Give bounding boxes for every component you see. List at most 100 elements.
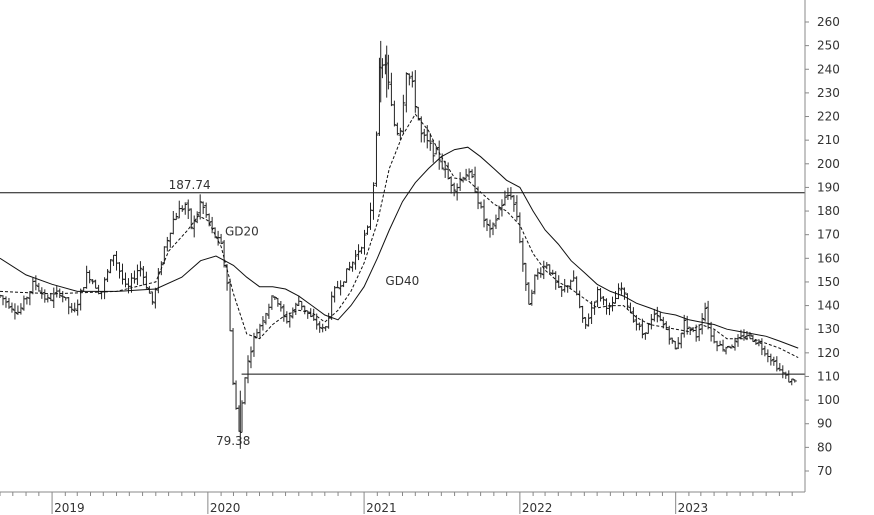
price-bar (511, 195, 516, 212)
price-bar (18, 303, 23, 315)
price-bar (353, 250, 358, 270)
x-tick-label: 2023 (678, 501, 709, 515)
price-bar (356, 244, 361, 261)
price-bar (60, 291, 65, 303)
price-bar (141, 266, 146, 286)
price-bar (281, 304, 286, 322)
price-bar (682, 314, 687, 338)
annotation-label: 187.74 (169, 178, 211, 192)
price-bar (395, 122, 400, 136)
price-bar (231, 328, 236, 386)
price-bar (493, 214, 498, 229)
price-bar (374, 131, 379, 187)
y-tick-label: 70 (817, 464, 832, 478)
price-bar (667, 325, 672, 345)
price-bar (741, 329, 746, 341)
price-bar (69, 303, 74, 313)
price-bar (99, 291, 104, 300)
price-bar (488, 219, 492, 238)
price-bar (263, 312, 268, 325)
y-tick-label: 200 (817, 157, 840, 171)
price-bar (502, 190, 507, 206)
price-bar (458, 172, 463, 191)
price-bar (649, 314, 654, 330)
price-bar (607, 302, 612, 316)
price-bar (299, 300, 304, 310)
y-tick-label: 150 (817, 275, 840, 289)
price-bar (162, 246, 167, 265)
price-bar (676, 337, 681, 350)
price-bar (111, 254, 116, 266)
price-bar (219, 233, 224, 245)
price-bar (335, 280, 340, 289)
price-bar (496, 205, 501, 221)
price-bar (586, 313, 591, 327)
price-bar (132, 270, 137, 284)
x-tick-label: 2020 (210, 501, 241, 515)
price-bar (15, 305, 20, 315)
price-bar (783, 371, 788, 379)
price-bar (365, 225, 370, 235)
price-bar (526, 282, 531, 305)
price-bar (93, 279, 98, 289)
price-bar (490, 222, 495, 236)
price-bar (559, 286, 564, 297)
price-bar (470, 169, 475, 179)
price-bar (733, 337, 737, 351)
price-bar (652, 308, 657, 322)
price-bar (248, 346, 253, 369)
x-tick-label: 2021 (366, 501, 397, 515)
price-bar (201, 201, 206, 215)
y-tick-label: 240 (817, 62, 840, 76)
price-bar (332, 285, 337, 303)
annotation-label: 79.38 (216, 434, 250, 448)
price-bar (287, 312, 292, 328)
price-bar (54, 285, 59, 298)
price-bar (428, 133, 433, 151)
price-bar (45, 294, 50, 303)
price-bar (571, 270, 576, 282)
price-bar (514, 195, 519, 221)
price-bar (108, 259, 113, 274)
price-bar (792, 379, 797, 383)
price-bar (485, 218, 490, 232)
price-bar (311, 308, 316, 321)
price-bar (583, 317, 588, 329)
horizontal-lines (0, 192, 805, 375)
price-bar (293, 302, 298, 315)
price-bar (520, 237, 525, 272)
price-bar (759, 338, 764, 356)
price-bar (455, 183, 460, 201)
price-bar (631, 307, 636, 323)
price-bar (129, 273, 134, 293)
price-bar (789, 378, 794, 386)
price-bar (753, 339, 758, 345)
price-bar (389, 72, 394, 107)
price-bar (637, 322, 642, 331)
x-tick-label: 2019 (54, 501, 85, 515)
price-bar (350, 261, 355, 272)
price-bar (750, 334, 755, 343)
price-bar (225, 264, 230, 291)
price-bar (523, 262, 528, 291)
annotations: 187.74 79.38 GD20 GD40 (169, 178, 420, 448)
price-bar (245, 355, 250, 384)
price-bar (771, 356, 776, 366)
price-bar (153, 287, 158, 309)
price-bar (392, 100, 397, 127)
price-bar (144, 271, 149, 289)
price-bar (57, 288, 62, 299)
price-bar (27, 291, 32, 306)
price-bar (120, 263, 125, 285)
price-bar (774, 356, 779, 372)
price-bar (398, 127, 403, 141)
price-bar (183, 202, 188, 215)
price-bar (508, 187, 513, 200)
price-bar (724, 346, 729, 355)
price-bar (735, 334, 740, 347)
y-tick-label: 250 (817, 39, 840, 53)
price-bar (673, 341, 678, 350)
price-bar (413, 70, 418, 113)
price-bar (278, 300, 283, 312)
